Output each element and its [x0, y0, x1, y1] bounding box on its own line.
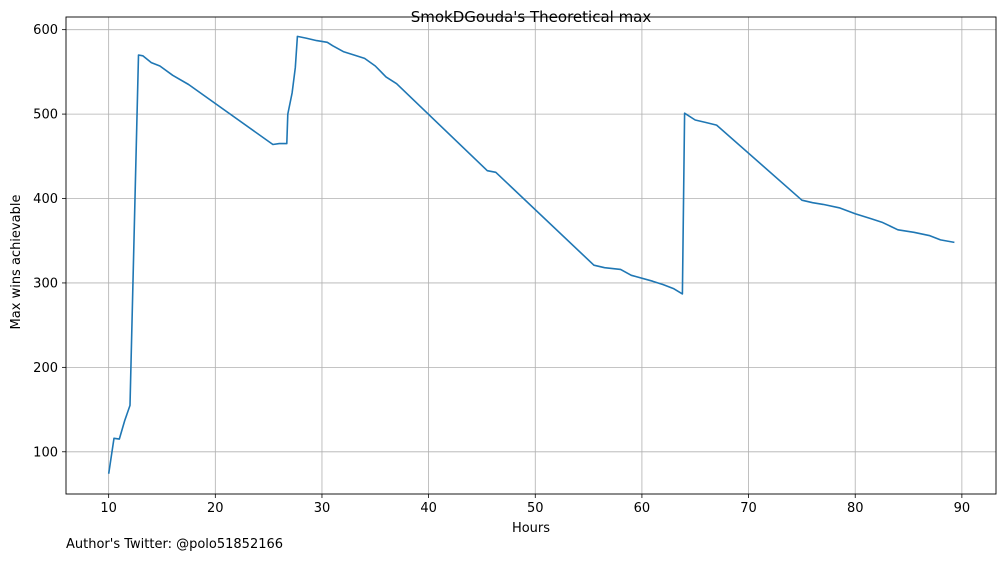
- x-tick-label: 90: [954, 501, 971, 516]
- y-tick-label: 100: [33, 445, 58, 460]
- horizontal-gridlines: [66, 29, 996, 453]
- y-tick-label: 500: [33, 108, 58, 123]
- y-tick-label: 200: [33, 361, 58, 376]
- y-tick-label: 300: [33, 276, 58, 291]
- author-twitter-note: Author's Twitter: @polo51852166: [66, 537, 284, 552]
- x-tick-label: 50: [527, 501, 544, 516]
- chart-title: SmokDGouda's Theoretical max: [411, 8, 652, 26]
- x-tick-label: 40: [420, 501, 437, 516]
- x-tick-label: 80: [847, 501, 864, 516]
- x-tick-label: 10: [100, 501, 117, 516]
- y-tick-label: 400: [33, 192, 58, 207]
- plot-area: [66, 17, 996, 494]
- series-line: [107, 35, 955, 474]
- y-tick-label: 600: [33, 23, 58, 38]
- x-tick-label: 30: [314, 501, 331, 516]
- y-axis-ticks: 100 200 300 400 500 600: [33, 23, 66, 460]
- plot-frame: [65, 16, 997, 495]
- x-tick-label: 20: [207, 501, 224, 516]
- x-axis-ticks: 10 20 30 40 50 60 70 80 90: [100, 494, 970, 516]
- x-tick-label: 60: [634, 501, 651, 516]
- x-axis-label: Hours: [512, 521, 550, 536]
- vertical-gridlines: [108, 17, 963, 494]
- y-axis-label: Max wins achievable: [9, 195, 24, 330]
- x-tick-label: 70: [740, 501, 757, 516]
